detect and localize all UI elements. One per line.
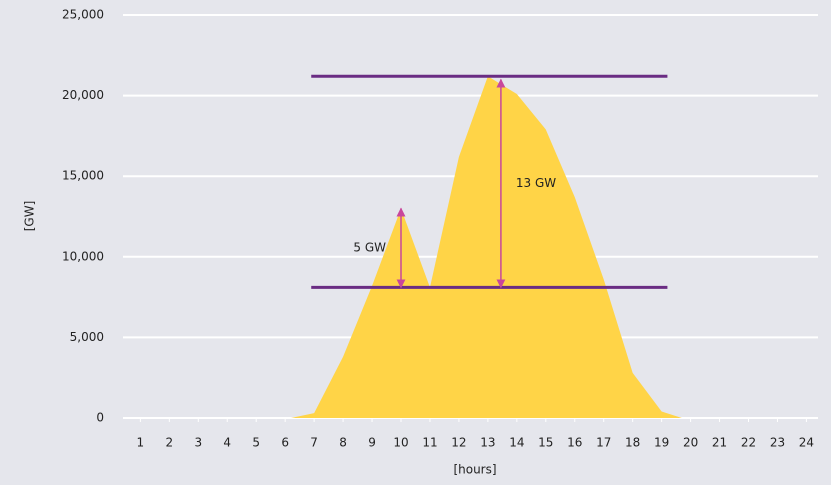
x-tick-label: 14: [509, 436, 524, 450]
y-tick-label: 10,000: [62, 249, 104, 263]
x-axis-label: [hours]: [453, 463, 496, 477]
x-tick-label: 5: [252, 436, 260, 450]
x-tick-label: 15: [538, 436, 553, 450]
x-tick-label: 10: [393, 436, 408, 450]
annotation-label: 13 GW: [516, 176, 556, 190]
y-tick-label: 25,000: [62, 8, 104, 22]
x-tick-label: 3: [194, 436, 202, 450]
x-tick-label: 21: [712, 436, 727, 450]
x-tick-label: 11: [422, 436, 437, 450]
x-tick-label: 20: [683, 436, 698, 450]
y-tick-label: 15,000: [62, 169, 104, 183]
x-tick-label: 24: [799, 436, 814, 450]
x-tick-label: 12: [451, 436, 466, 450]
x-tick-label: 18: [625, 436, 640, 450]
x-tick-label: 22: [741, 436, 756, 450]
x-tick-label: 9: [368, 436, 376, 450]
x-tick-label: 2: [166, 436, 174, 450]
y-tick-label: 0: [96, 411, 104, 425]
y-tick-label: 20,000: [62, 88, 104, 102]
area: [290, 76, 682, 419]
x-tick-label: 1: [137, 436, 145, 450]
x-tick-label: 4: [223, 436, 231, 450]
x-tick-label: 6: [281, 436, 289, 450]
x-tick-label: 19: [654, 436, 669, 450]
x-tick-label: 13: [480, 436, 495, 450]
annotation-label: 5 GW: [353, 240, 386, 254]
x-tick-label: 7: [310, 436, 318, 450]
y-tick-label: 5,000: [70, 330, 104, 344]
x-tick-label: 17: [596, 436, 611, 450]
x-tick-label: 23: [770, 436, 785, 450]
x-tick-label: 16: [567, 436, 582, 450]
x-tick-label: 8: [339, 436, 347, 450]
y-axis-label: [GW]: [23, 201, 37, 232]
